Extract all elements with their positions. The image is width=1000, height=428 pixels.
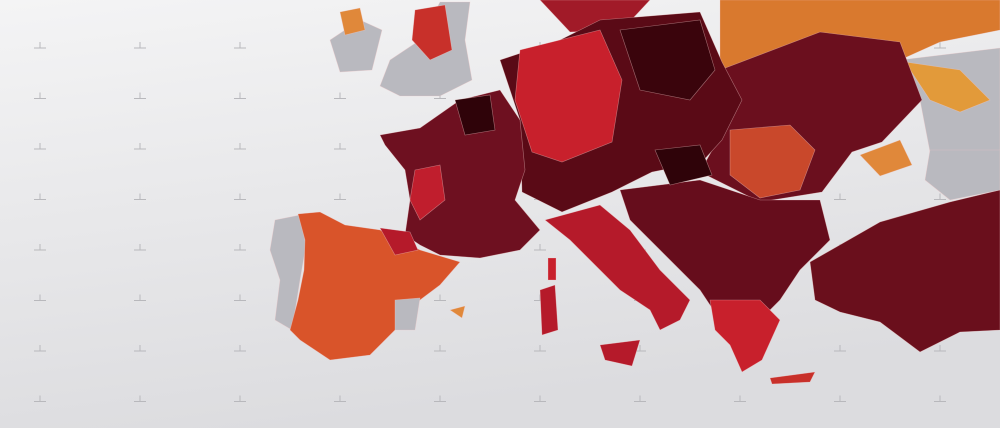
region-west-france xyxy=(409,164,446,221)
region-corsica xyxy=(547,257,557,281)
region-balearic xyxy=(449,305,466,319)
region-crimea xyxy=(859,139,913,177)
region-poland xyxy=(619,19,716,101)
region-romania xyxy=(729,124,816,199)
region-hungary xyxy=(654,144,713,186)
region-valencia xyxy=(394,297,421,331)
region-italy xyxy=(544,204,691,331)
region-paris xyxy=(454,94,496,136)
region-germany xyxy=(514,29,623,163)
region-east-orange xyxy=(904,61,991,113)
region-basque xyxy=(379,227,419,256)
regions xyxy=(269,0,1000,385)
region-crete xyxy=(769,371,816,385)
region-caucasus xyxy=(924,149,1000,201)
region-ireland-north xyxy=(339,7,366,36)
region-sicily xyxy=(599,339,641,367)
region-greece xyxy=(709,299,781,373)
region-turkey xyxy=(809,189,1000,353)
region-england xyxy=(411,4,453,61)
region-sardinia xyxy=(539,284,559,336)
